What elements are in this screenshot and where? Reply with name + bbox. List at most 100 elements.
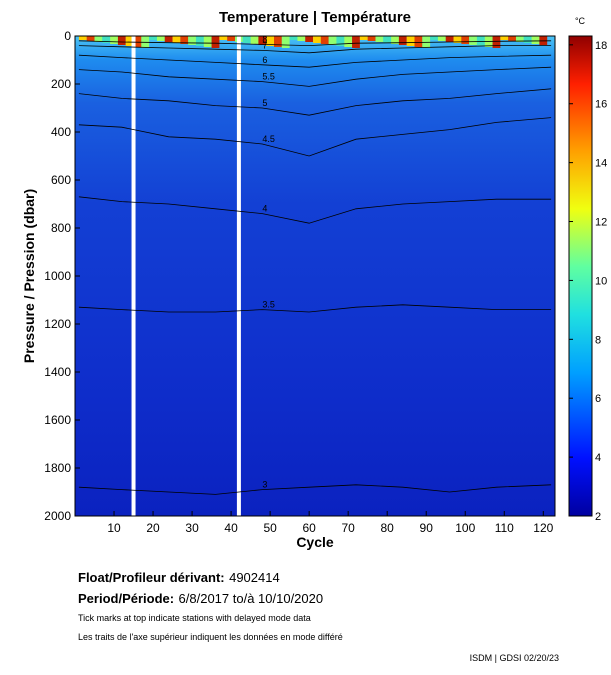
surface-cell: [359, 36, 368, 40]
surface-cell: [78, 36, 87, 40]
surface-cell: [476, 36, 485, 46]
surface-cell: [531, 36, 540, 44]
surface-cell: [430, 36, 438, 40]
x-axis-label: Cycle: [296, 534, 334, 550]
contour-label: 3: [262, 480, 267, 490]
surface-cell: [110, 36, 118, 44]
surface-cell: [515, 36, 524, 42]
surface-cell: [102, 36, 111, 43]
surface-cell: [367, 36, 376, 41]
colorbar-tick-label: 12: [595, 217, 607, 229]
surface-cell: [125, 36, 134, 46]
colorbar-tick-label: 16: [595, 99, 607, 111]
surface-cell: [250, 36, 259, 44]
surface-cell: [508, 36, 516, 41]
surface-cell: [274, 36, 282, 47]
y-tick-label: 600: [51, 173, 71, 187]
contour-line: [78, 484, 552, 495]
x-tick-label: 100: [455, 521, 475, 535]
surface-cell: [289, 36, 298, 40]
surface-cell: [500, 36, 509, 40]
contour-line: [78, 196, 552, 224]
surface-cell: [313, 36, 321, 43]
colorbar-tick-label: 14: [595, 158, 607, 170]
surface-cell: [305, 36, 314, 42]
surface-cell: [391, 36, 399, 44]
surface-cell: [437, 36, 446, 41]
float-label: Float/Profileur dérivant:: [78, 570, 225, 585]
contour-label: 7: [262, 40, 267, 50]
surface-cell: [336, 36, 345, 46]
heatmap-background: [75, 36, 555, 516]
surface-cell: [156, 36, 165, 41]
colorbar-tick-label: 10: [595, 275, 607, 287]
surface-cell: [227, 36, 235, 41]
surface-cell: [352, 36, 360, 48]
surface-cell: [195, 36, 204, 46]
surface-cell: [523, 36, 532, 43]
x-tick-label: 110: [495, 521, 514, 535]
contour-label: 4.5: [262, 134, 275, 144]
surface-cell: [398, 36, 407, 45]
x-tick-label: 70: [341, 521, 355, 535]
y-axis-label: Pressure / Pression (dbar): [21, 189, 37, 363]
surface-cell: [406, 36, 415, 46]
y-tick-label: 2000: [44, 509, 71, 523]
y-axis-ticks: 0 200 400 600 800 1000 1200 1400 1600 1800 2000: [44, 29, 80, 523]
colorbar: [568, 35, 593, 517]
x-tick-label: 10: [107, 521, 121, 535]
contour-label: 4: [262, 204, 267, 214]
missing-data-gaps: [131, 36, 241, 516]
float-id: 4902414: [229, 570, 280, 585]
surface-cell: [344, 36, 353, 47]
surface-cell: [117, 36, 126, 45]
x-tick-label: 80: [381, 521, 395, 535]
contour-label: 3.5: [262, 300, 275, 310]
contour-line: [78, 304, 552, 313]
colorbar-tick-label: 2: [595, 511, 601, 523]
surface-cell: [242, 36, 251, 43]
y-tick-label: 200: [51, 77, 71, 91]
surface-cell: [461, 36, 470, 44]
x-tick-label: 20: [146, 521, 160, 535]
float-info: Float/Profileur dérivant: 4902414: [78, 569, 280, 587]
x-tick-label: 40: [224, 521, 238, 535]
surface-cell: [469, 36, 477, 45]
contour-label: 5.5: [262, 72, 275, 82]
surface-cell: [203, 36, 212, 47]
colorbar-ticks: 2 4 6 8 10 12 14 16 18: [569, 40, 607, 523]
colorbar-tick-label: 4: [595, 452, 601, 464]
period-label: Period/Période:: [78, 591, 175, 606]
colorbar-unit: °C: [575, 16, 586, 26]
surface-cell: [219, 36, 228, 40]
surface-cell: [180, 36, 189, 44]
missing-cycle-gap: [236, 36, 241, 516]
surface-cell: [94, 36, 103, 42]
surface-cell: [86, 36, 95, 41]
surface-cell: [453, 36, 462, 43]
contour-line: [78, 45, 552, 54]
surface-cell: [328, 36, 337, 45]
x-tick-label: 120: [533, 521, 553, 535]
period-value: 6/8/2017 to/à 10/10/2020: [178, 591, 324, 606]
x-tick-label: 60: [302, 521, 316, 535]
note-french: Les traits de l'axe supérieur indiquent …: [78, 632, 343, 642]
surface-cell: [492, 36, 501, 48]
surface-cell: [445, 36, 454, 42]
contour-label: 8: [262, 34, 267, 44]
surface-cell: [149, 36, 157, 40]
surface-cell: [281, 36, 290, 48]
chart-title: Temperature | Température: [219, 9, 411, 26]
x-axis-ticks: 10 20 30 40 50 60 70 80 90 100 110 120: [107, 511, 554, 535]
y-tick-label: 1600: [44, 413, 71, 427]
y-tick-label: 1000: [44, 269, 71, 283]
colorbar-tick-label: 6: [595, 393, 601, 405]
x-tick-label: 50: [263, 521, 277, 535]
y-tick-label: 800: [51, 221, 71, 235]
y-tick-label: 0: [64, 29, 71, 43]
contour-line: [78, 66, 552, 87]
y-tick-label: 400: [51, 125, 71, 139]
missing-cycle-gap: [131, 36, 136, 516]
note-english: Tick marks at top indicate stations with…: [78, 613, 311, 623]
surface-cell: [258, 36, 267, 45]
